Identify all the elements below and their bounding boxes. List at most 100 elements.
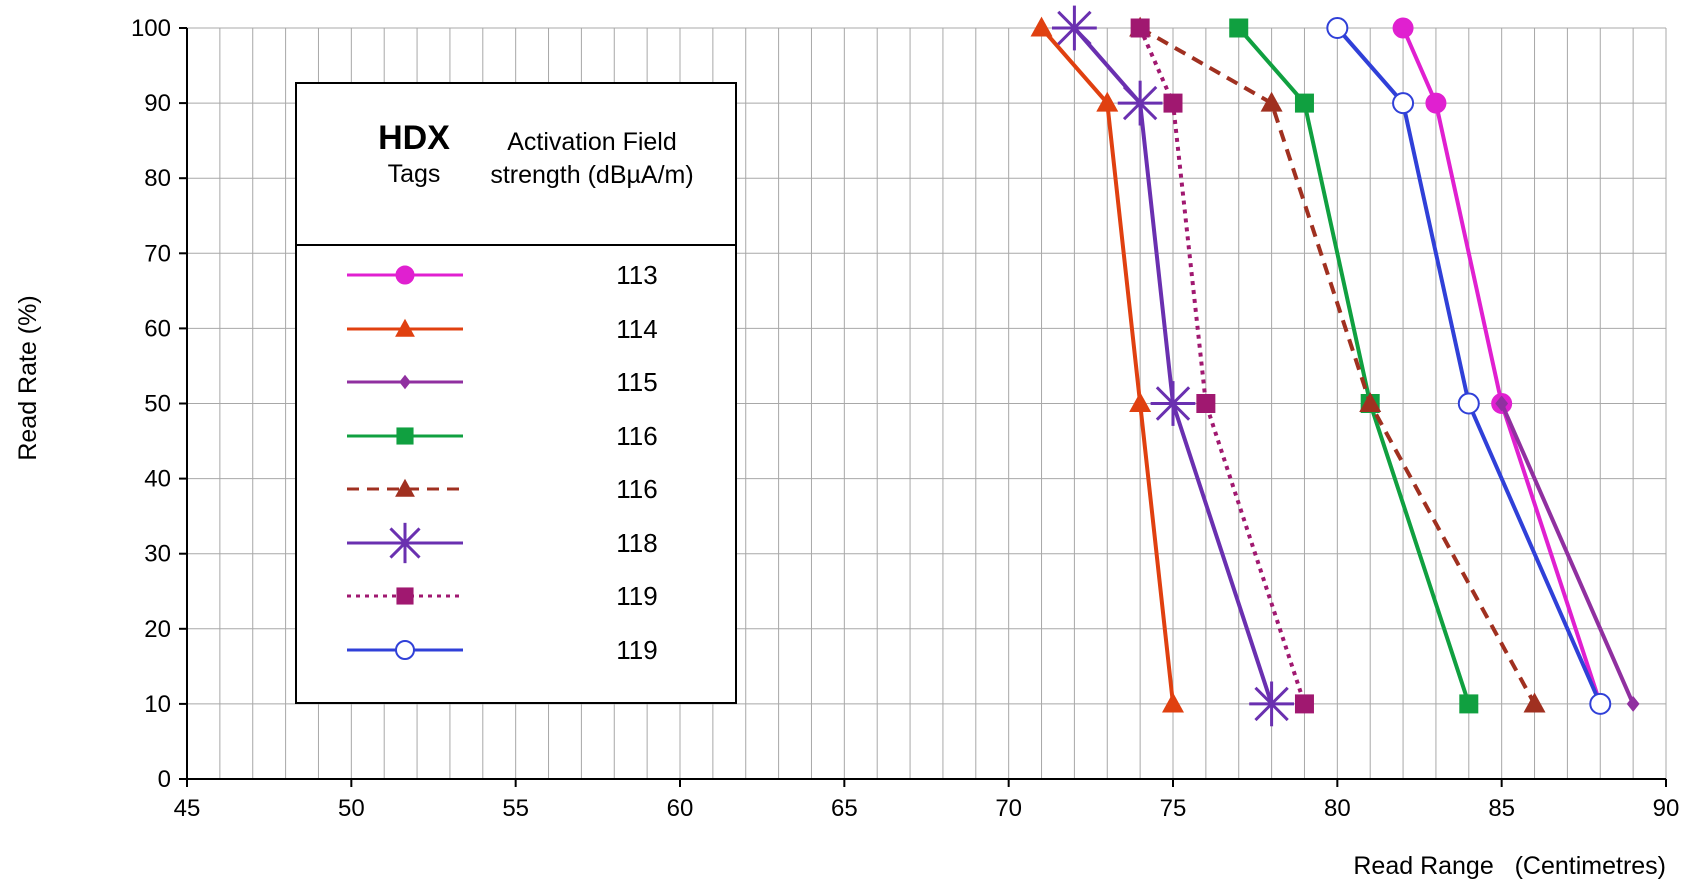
legend-header: HDX Tags Activation Field strength (dBµA…: [297, 84, 735, 246]
marker-square: [1229, 18, 1249, 38]
legend-swatch: [347, 374, 463, 390]
legend: HDX Tags Activation Field strength (dBµA…: [295, 82, 737, 704]
y-tick-label: 80: [144, 165, 171, 192]
x-tick-label: 85: [1488, 795, 1515, 822]
x-tick-label: 55: [502, 795, 529, 822]
marker-diamond: [1626, 695, 1640, 712]
y-tick-label: 0: [158, 766, 171, 793]
series-line: [1401, 27, 1603, 705]
legend-label: 116: [616, 474, 658, 504]
x-tick-label: 70: [995, 795, 1022, 822]
x-tick-label: 45: [174, 795, 201, 822]
legend-swatch: [347, 522, 463, 563]
marker-square: [1294, 694, 1314, 714]
legend-label: 115: [616, 367, 658, 397]
marker-triangle: [1162, 692, 1184, 713]
series-line: [1335, 26, 1603, 705]
series-line: [1499, 402, 1635, 705]
legend-title-sub: Tags: [387, 160, 441, 188]
marker-square: [1130, 18, 1150, 38]
series-6: [1130, 18, 1314, 714]
marker-triangle: [395, 478, 415, 497]
x-tick-label: 65: [831, 795, 858, 822]
series-line: [1237, 26, 1471, 705]
marker-open-circle: [1392, 92, 1415, 115]
series-1: [1030, 16, 1184, 713]
y-tick-label: 10: [144, 691, 171, 718]
series-5: [1052, 5, 1294, 727]
legend-label: 119: [616, 581, 658, 611]
y-tick-label: 60: [144, 315, 171, 342]
legend-label: 114: [616, 313, 658, 344]
x-axis-title: Read Range (Centimetres): [1353, 852, 1666, 880]
marker-diamond: [399, 374, 411, 390]
marker-asterisk: [1052, 5, 1097, 51]
legend-label: 116: [616, 420, 658, 451]
marker-asterisk: [1150, 381, 1196, 426]
legend-title-main: HDX: [378, 119, 450, 157]
legend-entry: 113: [297, 248, 735, 302]
x-tick-label: 60: [667, 795, 694, 822]
y-tick-label: 70: [144, 240, 171, 267]
legend-entry: 119: [297, 569, 735, 623]
series-line: [1139, 26, 1537, 705]
series-line: [1138, 27, 1307, 705]
marker-triangle: [1359, 392, 1382, 413]
y-axis-title: Read Rate (%): [14, 295, 42, 460]
marker-triangle: [1129, 392, 1152, 413]
x-tick-label: 80: [1324, 795, 1351, 822]
marker-open-circle: [1457, 392, 1480, 415]
legend-swatch: [347, 587, 463, 605]
legend-entry: 118: [297, 516, 735, 570]
series-2: [1495, 395, 1640, 712]
y-tick-label: 90: [144, 90, 171, 117]
series-lines: [1030, 5, 1640, 727]
marker-diamond: [1495, 395, 1509, 412]
marker-square: [1459, 694, 1479, 714]
marker-square: [396, 426, 414, 445]
legend-column-header: Activation Field strength (dBµA/m): [490, 128, 694, 189]
marker-triangle: [1096, 91, 1119, 112]
marker-square: [1294, 93, 1314, 113]
series-line: [1072, 26, 1274, 705]
marker-circle: [1392, 17, 1414, 39]
legend-swatch: [347, 318, 463, 337]
marker-open-circle: [1589, 692, 1612, 715]
legend-swatch: [347, 639, 463, 660]
y-tick-label: 20: [144, 616, 171, 643]
legend-swatch: [347, 478, 463, 497]
y-tick-label: 40: [144, 466, 171, 493]
x-axis-ticks: 45 50 55 60 65 70 75 80 85 90: [174, 779, 1680, 822]
legend-entry: 119: [297, 623, 735, 677]
marker-asterisk: [1249, 681, 1294, 727]
legend-entry: 116: [297, 409, 735, 463]
marker-open-circle: [395, 639, 415, 660]
marker-triangle: [395, 318, 415, 337]
y-tick-label: 100: [131, 15, 171, 42]
legend-entry: 114: [297, 302, 735, 356]
legend-entry: 116: [297, 462, 735, 516]
marker-triangle: [1030, 16, 1053, 37]
series-7: [1326, 17, 1612, 715]
legend-label: 119: [616, 634, 658, 665]
marker-circle: [395, 265, 415, 285]
y-tick-label: 30: [144, 541, 171, 568]
legend-swatch: [347, 265, 463, 285]
series-line: [1040, 26, 1175, 705]
x-tick-label: 75: [1160, 795, 1187, 822]
marker-square: [1163, 93, 1183, 113]
legend-entry: 115: [297, 355, 735, 409]
legend-label: 113: [616, 260, 658, 290]
marker-asterisk: [384, 522, 426, 563]
x-tick-label: 90: [1653, 795, 1680, 822]
marker-triangle: [1523, 692, 1546, 713]
y-axis-ticks: 0 10 20 30 40 50 60 70 80 90 100: [131, 15, 187, 793]
marker-square: [396, 587, 414, 605]
y-tick-label: 50: [144, 391, 171, 418]
marker-triangle: [1260, 91, 1283, 112]
marker-square: [1196, 394, 1216, 413]
marker-asterisk: [1117, 80, 1163, 126]
legend-swatch: [347, 426, 463, 445]
marker-open-circle: [1326, 17, 1349, 39]
